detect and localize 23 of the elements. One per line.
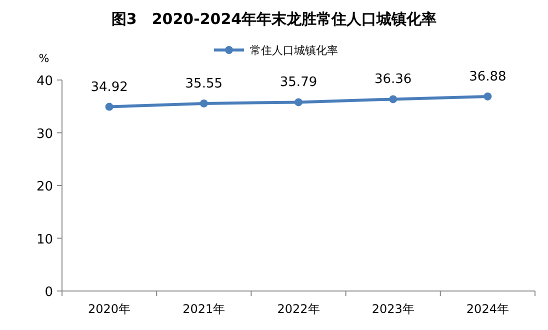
- y-tick-label: 20: [36, 180, 53, 194]
- data-label: 36.88: [469, 69, 506, 84]
- legend-label: 常住人口城镇化率: [250, 44, 338, 57]
- data-label: 34.92: [90, 80, 128, 95]
- x-tick-label: 2020年: [88, 302, 131, 316]
- y-tick-label: 0: [44, 285, 53, 300]
- chart-title: 图3 2020-2024年年末龙胜常住人口城镇化率: [111, 10, 437, 28]
- x-tick-label: 2022年: [277, 302, 320, 316]
- point: [200, 99, 208, 108]
- x-tick-label: 2021年: [182, 302, 226, 316]
- data-label: 36.36: [374, 72, 412, 88]
- y-tick-label: 30: [36, 126, 53, 142]
- point: [389, 95, 398, 104]
- x-tick-label: 2023年: [372, 302, 414, 316]
- x-tick-label: 2024年: [466, 302, 509, 316]
- point: [294, 98, 302, 106]
- y-axis-title: %: [38, 52, 50, 65]
- data-label: 35.55: [185, 76, 223, 92]
- point: [105, 102, 114, 111]
- data-label: 35.79: [280, 75, 318, 90]
- y-tick-label: 40: [36, 74, 53, 89]
- y-tick-label: 10: [36, 232, 53, 248]
- point: [484, 92, 492, 100]
